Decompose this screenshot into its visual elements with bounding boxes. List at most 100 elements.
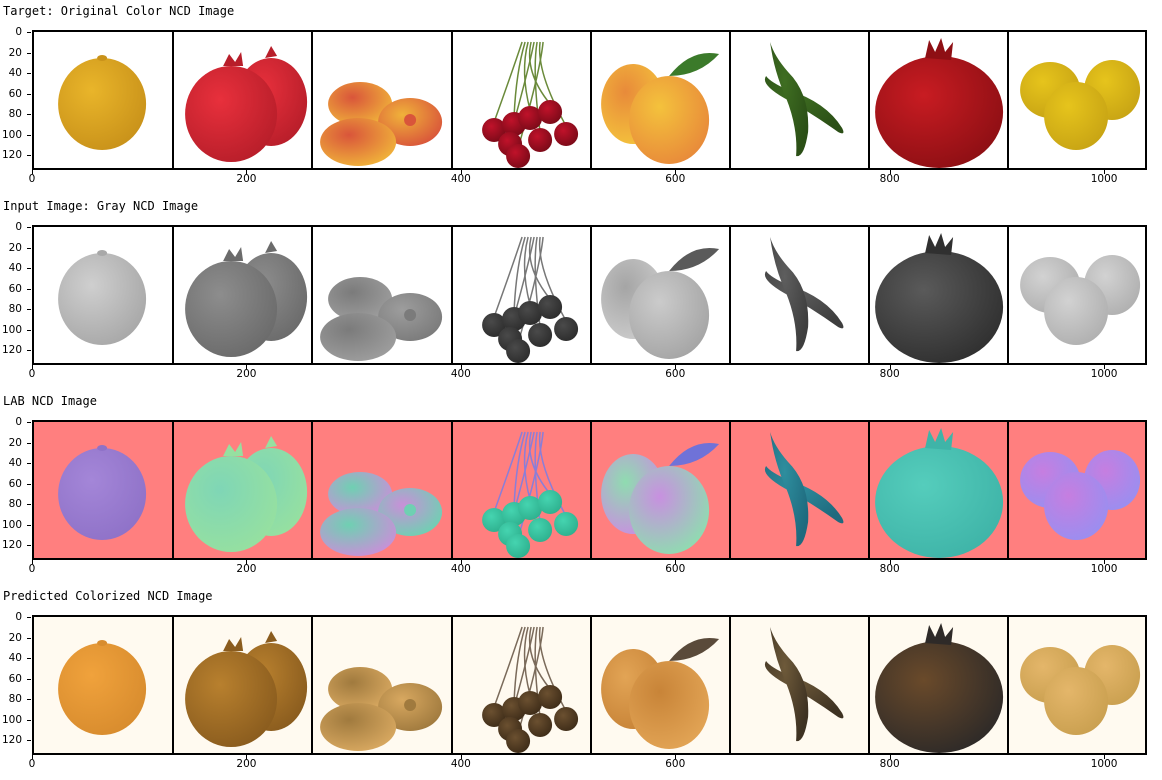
x-tick-label: 1000 (1090, 758, 1118, 770)
fruit-drawing (58, 445, 147, 540)
x-tick-mark (1104, 170, 1106, 174)
lemon-shape (1044, 667, 1109, 735)
fruit-image-peach (591, 227, 730, 363)
y-tick-mark (27, 227, 31, 228)
image-separator (589, 617, 592, 753)
pomegranate-crown (265, 631, 278, 643)
cherry-stem (512, 236, 526, 312)
y-tick-label: 100 (1, 128, 22, 141)
fruit-drawing (185, 46, 308, 162)
image-separator (450, 422, 453, 558)
cherry (527, 323, 552, 347)
x-tick-label: 0 (28, 563, 36, 575)
y-tick-label: 120 (1, 344, 22, 356)
pomegranate-front (185, 261, 278, 357)
cherry (481, 118, 506, 142)
peach-shape (328, 667, 393, 711)
peach-shape (328, 82, 393, 126)
pomegranate-crown (265, 46, 278, 58)
panel-title: Input Image: Gray NCD Image (3, 199, 199, 213)
image-separator (1007, 617, 1010, 753)
cherry-stem (523, 431, 531, 501)
image-separator (311, 422, 314, 558)
cherry-stem (528, 41, 551, 105)
pomegranate-crown (223, 442, 244, 456)
lemon-tip (97, 445, 108, 451)
x-tick-label: 400 (450, 368, 471, 380)
cherry-stem (492, 431, 523, 513)
fruit-image-pomegranate (869, 422, 1008, 558)
y-tick-mark (27, 719, 31, 721)
cherry (537, 490, 562, 514)
cherry-stem (523, 41, 531, 111)
fruit-drawing (185, 241, 308, 357)
y-tick-mark (27, 524, 31, 526)
y-tick-label: 60 (8, 672, 22, 685)
fruit-drawing (875, 428, 1004, 558)
x-tick-label: 400 (450, 563, 471, 575)
image-separator (311, 617, 314, 753)
x-tick-label: 1000 (1090, 173, 1118, 185)
pomegranate-crown (265, 436, 278, 448)
cherry (537, 685, 562, 709)
y-tick-label: 40 (8, 652, 22, 664)
peach-leaf (668, 442, 719, 466)
x-tick-mark (460, 170, 462, 174)
y-tick-mark (27, 350, 31, 351)
fruit-drawing (58, 250, 147, 345)
cherry (527, 128, 552, 152)
x-tick-mark (675, 170, 677, 174)
x-tick-mark (246, 755, 248, 759)
y-tick-mark (27, 678, 31, 680)
x-tick-label: 0 (28, 173, 36, 185)
fruit-drawing (320, 277, 443, 361)
pomegranate-shape (875, 56, 1004, 168)
y-tick-label: 0 (15, 221, 22, 233)
y-tick-label: 0 (15, 416, 22, 428)
fruit-drawing (764, 237, 844, 352)
fruit-image-peaches (312, 32, 451, 168)
peach-leaf (668, 247, 719, 271)
fruit-image-pomegranate (869, 227, 1008, 363)
image-strip (32, 225, 1147, 365)
x-tick-label: 400 (450, 173, 471, 185)
peach-leaf (668, 52, 719, 76)
x-tick-mark (1104, 560, 1106, 564)
image-separator (1007, 227, 1010, 363)
cherry (481, 313, 506, 337)
cherry (553, 707, 578, 731)
peach-shape (320, 313, 397, 361)
x-tick-label: 200 (236, 173, 257, 185)
fruit-image-chili-peppers (730, 422, 869, 558)
cherry (553, 122, 578, 146)
pomegranate-crown (223, 247, 244, 261)
y-tick-mark (27, 114, 31, 115)
cherry (553, 512, 578, 536)
image-separator (589, 422, 592, 558)
fruit-image-lemon (34, 32, 173, 168)
cherry-stem (512, 626, 526, 702)
y-tick-label: 100 (1, 518, 22, 531)
y-tick-mark (27, 134, 31, 136)
y-tick-mark (27, 545, 31, 546)
x-tick-label: 200 (236, 758, 257, 770)
fruit-drawing (320, 667, 443, 751)
x-tick-label: 600 (665, 368, 686, 380)
x-tick-label: 400 (450, 758, 471, 770)
image-separator (172, 227, 175, 363)
cherry-stem (492, 41, 523, 123)
pepper (770, 627, 809, 742)
fruit-drawing (875, 233, 1004, 363)
y-tick-label: 120 (1, 734, 22, 746)
fruit-drawing (600, 442, 719, 554)
panel-title: Predicted Colorized NCD Image (3, 589, 213, 603)
fruit-image-cherries (452, 227, 591, 363)
image-separator (1007, 32, 1010, 168)
x-tick-mark (675, 755, 677, 759)
y-tick-label: 20 (8, 241, 22, 254)
fruit-drawing (481, 41, 578, 168)
x-tick-mark (32, 560, 33, 564)
x-tick-label: 600 (665, 173, 686, 185)
y-tick-label: 60 (8, 282, 22, 295)
y-tick-mark (27, 740, 31, 741)
